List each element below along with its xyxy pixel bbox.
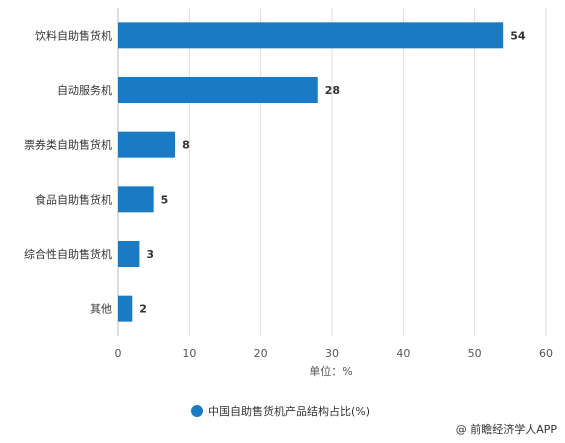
x-tick-labels: 0 10 20 30 40 50 60 <box>115 347 554 360</box>
source-credit: @ 前瞻经济学人APP <box>456 421 557 437</box>
category-label: 其他 <box>90 303 112 316</box>
bar <box>118 295 133 322</box>
data-label: 3 <box>146 248 154 261</box>
x-tick-label: 60 <box>539 347 553 360</box>
bar <box>118 22 504 49</box>
x-tick-label: 0 <box>115 347 122 360</box>
category-label: 自动服务机 <box>57 83 112 97</box>
gridlines <box>117 8 547 336</box>
x-axis-title: 单位：% <box>309 364 352 378</box>
at-symbol: @ <box>455 423 467 436</box>
category-label: 票券类自助售货机 <box>24 138 112 152</box>
data-label: 28 <box>325 84 340 97</box>
legend-label: 中国自助售货机产品结构占比(%) <box>208 404 370 418</box>
legend-marker <box>191 405 203 417</box>
data-label: 2 <box>139 303 147 316</box>
x-tick-label: 10 <box>182 347 196 360</box>
data-label: 5 <box>161 193 169 206</box>
x-tick-label: 50 <box>468 347 482 360</box>
data-label: 54 <box>510 29 526 42</box>
bars <box>118 22 504 322</box>
category-label: 综合性自助售货机 <box>24 247 112 261</box>
bar <box>118 186 154 213</box>
x-tick-label: 30 <box>325 347 339 360</box>
data-labels: 54 28 8 5 3 2 <box>139 29 526 315</box>
category-label: 饮料自助售货机 <box>35 28 112 42</box>
credit-text: 前瞻经济学人APP <box>470 423 557 436</box>
x-tick-label: 20 <box>254 347 268 360</box>
bar <box>118 131 176 158</box>
category-label: 食品自助售货机 <box>35 192 112 206</box>
data-label: 8 <box>182 139 190 152</box>
bar <box>118 241 140 267</box>
legend[interactable]: 中国自助售货机产品结构占比(%) <box>191 404 370 418</box>
bar <box>118 77 318 103</box>
x-tick-label: 40 <box>396 347 410 360</box>
